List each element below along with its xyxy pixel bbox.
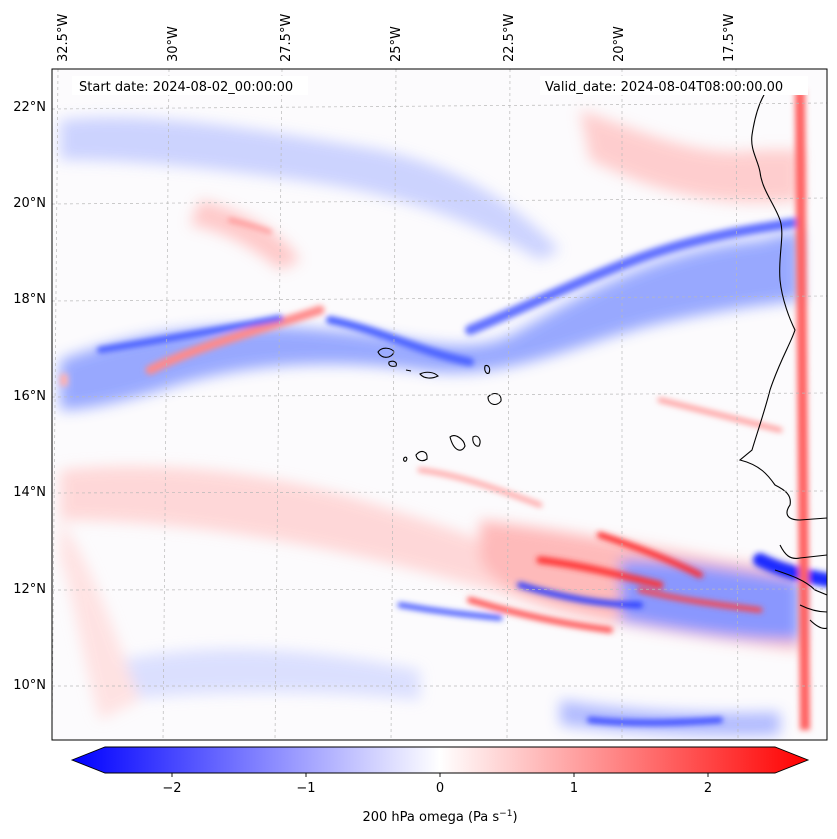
lon-label: 20°W — [612, 26, 627, 62]
coastline — [738, 89, 827, 629]
valid-date-text: Valid_date: 2024-08-04T08:00:00.00 — [545, 80, 783, 95]
colorbar-tick-label: 0 — [436, 781, 444, 796]
cape-verde-islands — [377, 347, 502, 462]
colorbar-tick-label: 2 — [704, 781, 712, 796]
lon-label: 30°W — [166, 26, 181, 62]
gridlines — [52, 69, 827, 740]
map-panel: Start date: 2024-08-02_00:00:00 Valid_da… — [51, 68, 828, 741]
colorbar-label-exponent: −1 — [499, 809, 512, 819]
latitude-labels: 22°N 20°N 18°N 16°N 14°N 12°N 10°N — [13, 100, 46, 693]
colorbar-bar — [70, 746, 810, 774]
lat-label: 10°N — [13, 678, 46, 693]
lat-label: 12°N — [13, 582, 46, 597]
lat-label: 16°N — [13, 389, 46, 404]
lat-label: 20°N — [13, 196, 46, 211]
colorbar-label-suffix: ) — [512, 810, 517, 825]
colorbar-tick-label: 1 — [570, 781, 578, 796]
longitude-labels: 32.5°W 30°W 27.5°W 25°W 22.5°W 20°W 17.5… — [56, 14, 737, 62]
lat-label: 14°N — [13, 485, 46, 500]
lat-label: 18°N — [13, 292, 46, 307]
start-date-box — [72, 76, 308, 95]
lon-label: 22.5°W — [502, 14, 517, 62]
lat-label: 22°N — [13, 100, 46, 115]
colorbar-ticks — [171, 773, 709, 777]
colorbar-label-main: 200 hPa omega (Pa s — [362, 810, 499, 825]
colorbar-tick-label: −2 — [162, 781, 181, 796]
lon-label: 32.5°W — [56, 14, 71, 62]
colorbar: −2 −1 0 1 2 200 hPa omega (Pa s−1) — [70, 746, 810, 825]
map-frame — [51, 68, 828, 741]
lon-label: 27.5°W — [279, 14, 294, 62]
colorbar-label: 200 hPa omega (Pa s−1) — [362, 809, 517, 825]
lon-label: 25°W — [389, 26, 404, 62]
colorbar-tick-label: −1 — [296, 781, 315, 796]
omega-field: Start date: 2024-08-02_00:00:00 Valid_da… — [52, 69, 827, 740]
valid-date-box — [540, 76, 808, 95]
lon-label: 17.5°W — [722, 14, 737, 62]
start-date-text: Start date: 2024-08-02_00:00:00 — [79, 80, 293, 95]
